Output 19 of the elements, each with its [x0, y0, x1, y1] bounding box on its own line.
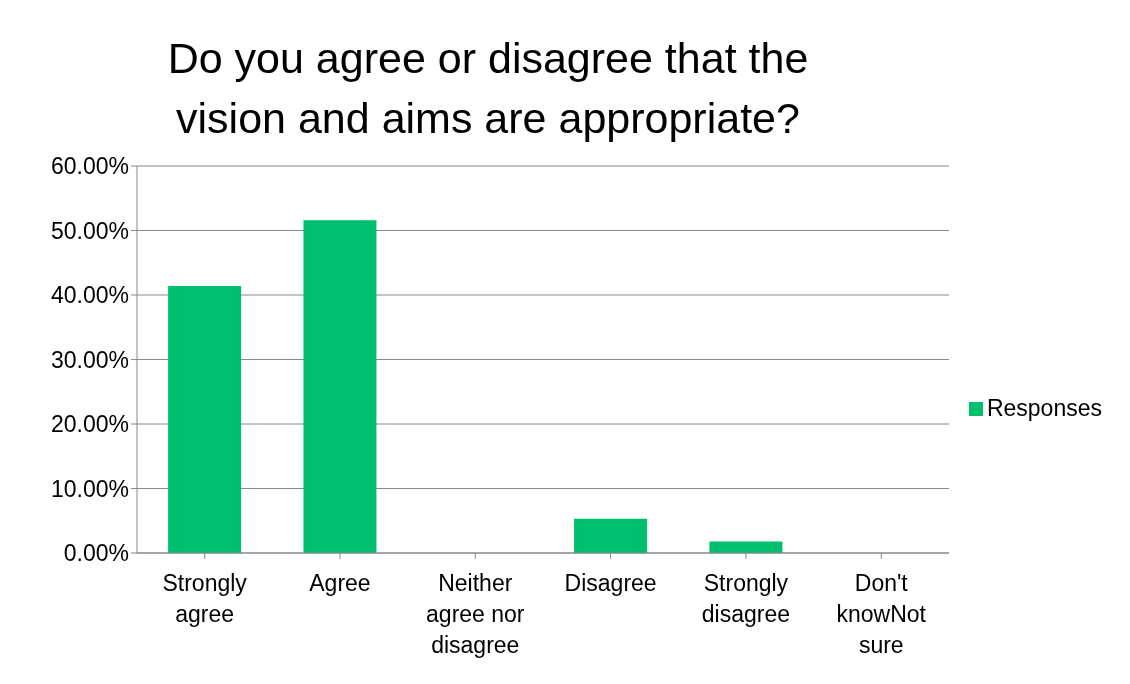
x-tick-label: Neither agree nor disagree: [426, 570, 525, 658]
y-tick-label: 60.00%: [50, 153, 129, 180]
y-tick-label: 50.00%: [50, 217, 129, 244]
chart-title: Do you agree or disagree that the vision and aims are appropriate?: [166, 33, 810, 144]
x-tick-label: Strongly disagree: [701, 570, 791, 627]
bar: [303, 220, 377, 553]
bar: [168, 285, 242, 553]
y-tick-label: 40.00%: [50, 282, 129, 309]
x-tick-label: Don't knowNot sure: [836, 570, 927, 658]
x-tick-label: Agree: [309, 570, 371, 596]
legend-label: Responses: [986, 394, 1102, 421]
x-tick-label: Disagree: [564, 570, 657, 596]
y-tick-label: 20.00%: [50, 411, 129, 438]
y-tick-label: 0.00%: [63, 540, 129, 567]
bar: [709, 541, 783, 553]
bar: [574, 518, 648, 553]
y-tick-label: 10.00%: [50, 475, 129, 502]
x-tick-label: Strongly agree: [162, 570, 248, 627]
y-tick-label: 30.00%: [50, 346, 129, 373]
